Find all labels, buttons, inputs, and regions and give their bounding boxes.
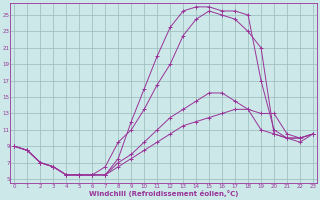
X-axis label: Windchill (Refroidissement éolien,°C): Windchill (Refroidissement éolien,°C) xyxy=(89,190,238,197)
